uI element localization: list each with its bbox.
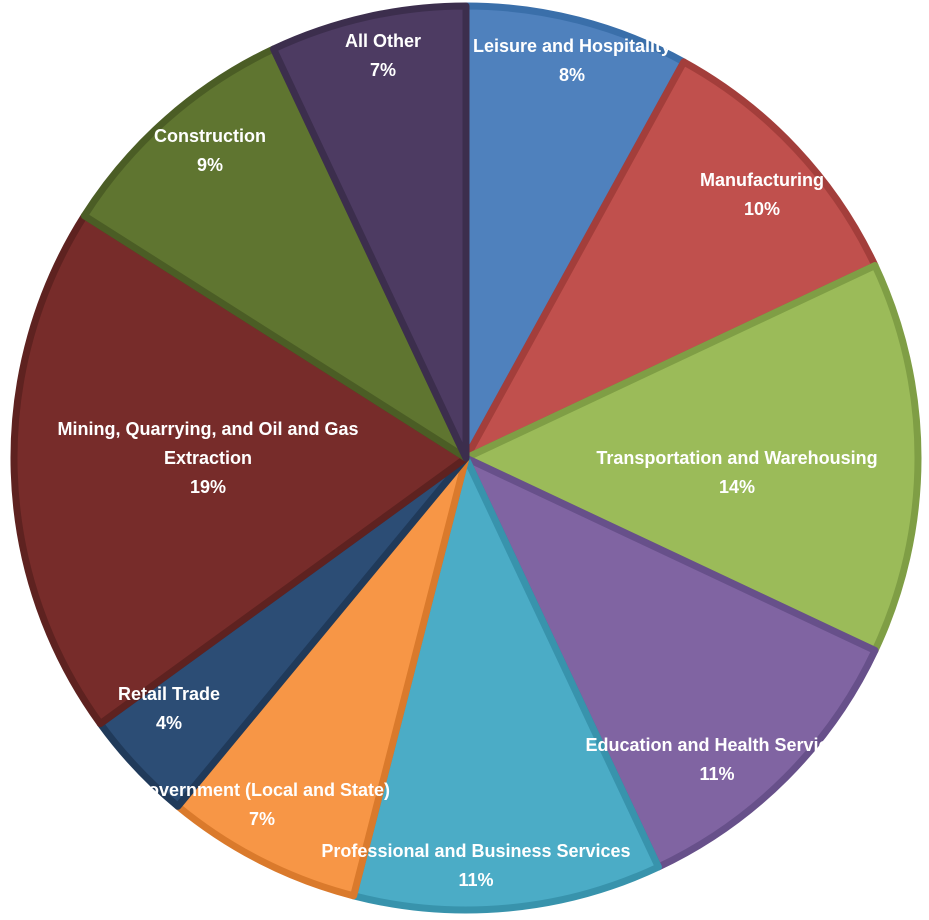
pie-slice-education-and-health-services [462,454,879,871]
pie-slice-government-local-and-state [174,454,470,900]
pie-label-professional-and-business-services: Professional and Business Services 11% [321,841,630,890]
pie-slice-all-other [270,2,470,462]
pie-label-all-other: All Other 7% [345,31,421,80]
pie-label-construction: Construction 9% [154,126,266,175]
pie-slice-professional-and-business-services [350,454,662,914]
pie-label-mining-quarrying-and-oil-and-gas-extraction: Mining, Quarrying, and Oil and Gas Extrac… [57,419,358,497]
pie-label-retail-trade: Retail Trade 4% [118,684,220,733]
pie-label-transportation-and-warehousing: Transportation and Warehousing 14% [596,448,877,497]
pie-slice-transportation-and-warehousing [462,262,922,654]
pie-label-education-and-health-services: Education and Health Services 11% [585,735,848,784]
pie-label-manufacturing: Manufacturing 10% [700,170,824,219]
pie-label-leisure-and-hospitality: Leisure and Hospitality 8% [473,36,671,85]
pie-slice-mining-quarrying-and-oil-and-gas-extraction [10,212,470,728]
pie-slices [10,2,922,914]
pie-label-government-local-and-state: Government (Local and State) 7% [134,780,390,829]
pie-slice-manufacturing [462,58,879,462]
pie-slice-leisure-and-hospitality [462,2,688,462]
pie-labels: Leisure and Hospitality 8% Manufacturing 10… [57,31,877,890]
pie-slice-construction [80,45,470,462]
